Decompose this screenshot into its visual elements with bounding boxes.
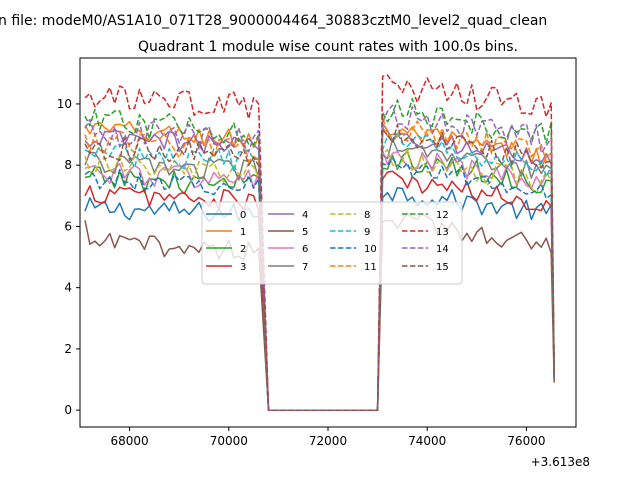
y-tick-label: 2 [64, 342, 72, 356]
x-tick-label: 76000 [507, 434, 545, 448]
legend-label-15: 15 [436, 262, 449, 273]
x-tick-label: 70000 [210, 434, 248, 448]
series-layer [84, 74, 555, 411]
figure-suptitle: n file: modeM0/AS1A10_071T28_9000004464_… [0, 13, 547, 29]
x-axis: 68000 70000 72000 74000 76000 [111, 427, 545, 448]
legend-label-10: 10 [364, 244, 377, 255]
x-tick-label: 74000 [408, 434, 446, 448]
legend-label-4: 4 [302, 210, 308, 221]
x-tick-label: 72000 [309, 434, 347, 448]
legend-label-2: 2 [240, 244, 246, 255]
x-tick-label: 68000 [111, 434, 149, 448]
legend-label-8: 8 [364, 210, 370, 221]
legend-label-0: 0 [240, 210, 246, 221]
legend-label-11: 11 [364, 262, 377, 273]
legend-label-6: 6 [302, 244, 308, 255]
legend-frame [201, 201, 463, 285]
y-axis: 0 2 4 6 8 10 [57, 97, 80, 417]
legend-label-9: 9 [364, 227, 370, 238]
legend-label-5: 5 [302, 227, 308, 238]
y-tick-label: 6 [64, 219, 72, 233]
legend-label-13: 13 [436, 227, 449, 238]
y-tick-label: 0 [64, 403, 72, 417]
y-tick-label: 10 [57, 97, 72, 111]
legend-label-3: 3 [240, 262, 246, 273]
legend-label-14: 14 [436, 244, 449, 255]
legend-label-7: 7 [302, 262, 308, 273]
x-axis-offset-label: +3.613e8 [531, 455, 590, 469]
y-tick-label: 4 [64, 281, 72, 295]
chart-title: Quadrant 1 module wise count rates with … [138, 39, 518, 55]
legend-label-1: 1 [240, 227, 246, 238]
legend-label-12: 12 [436, 210, 449, 221]
series-line-15 [84, 123, 555, 411]
y-tick-label: 8 [64, 158, 72, 172]
